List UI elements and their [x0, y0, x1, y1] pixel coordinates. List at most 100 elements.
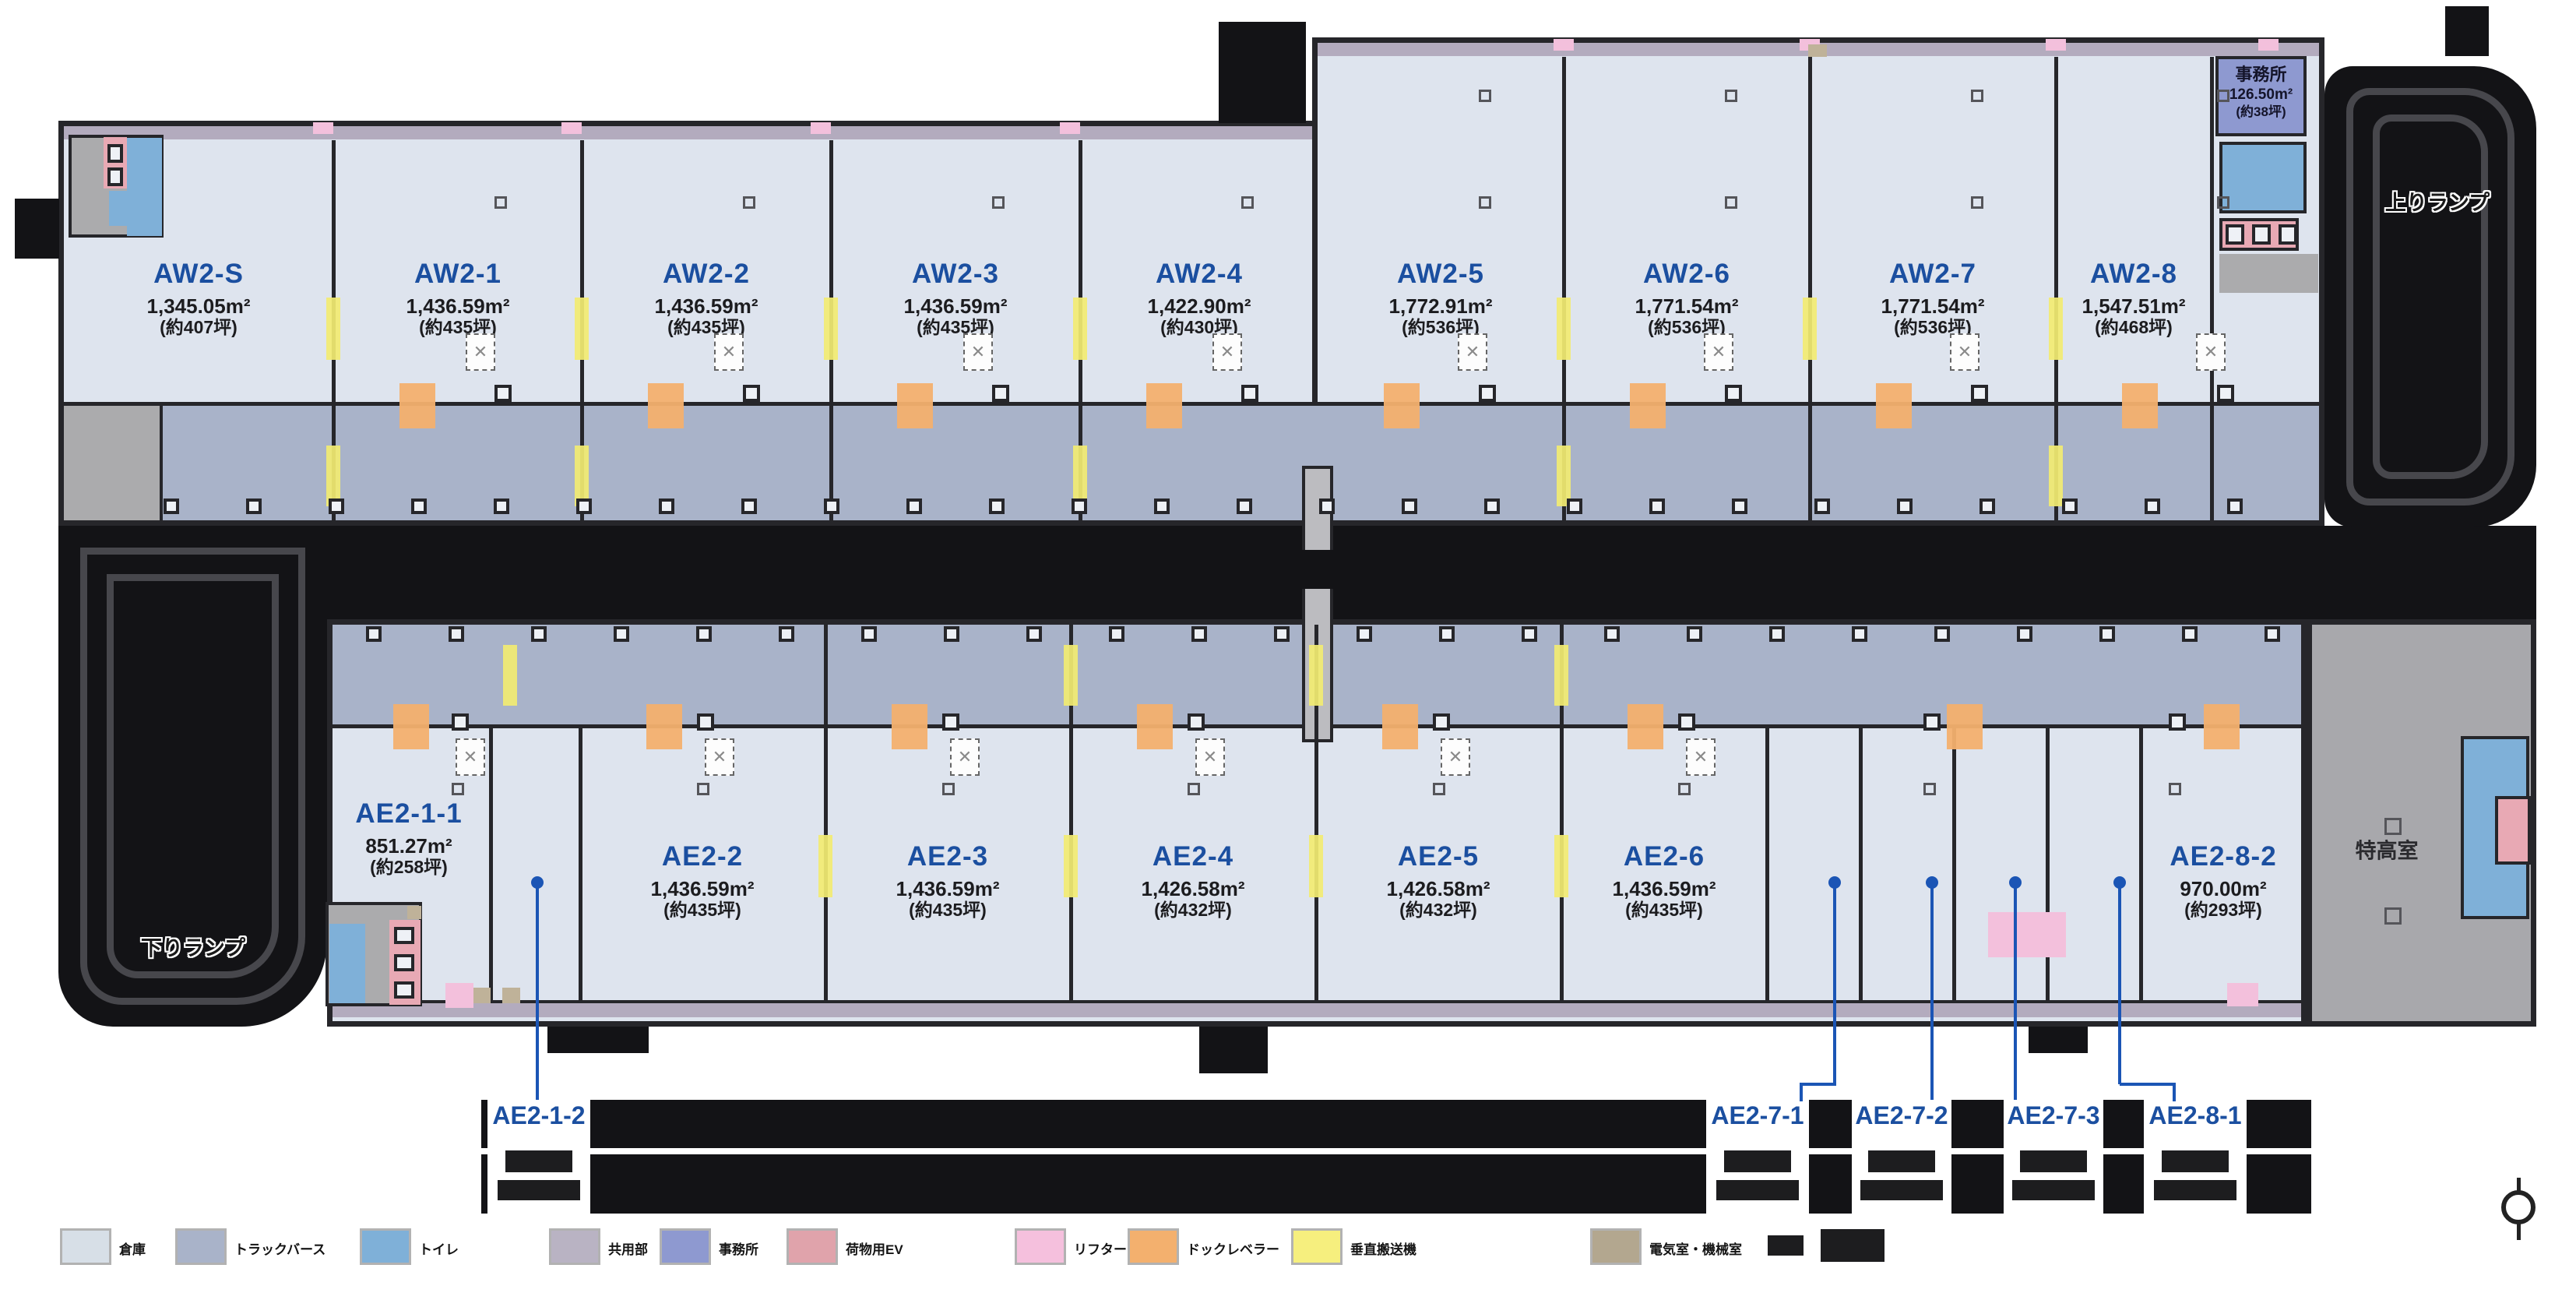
unit-area: 1,436.59m²	[406, 294, 510, 319]
unit-divider-wall	[1859, 728, 1863, 1000]
unit-area: 1,422.90m²	[1147, 294, 1251, 319]
vertical-conveyor	[1064, 645, 1078, 706]
floor-hatch: ✕	[963, 333, 993, 371]
ramp-label-down: 下りランプ	[140, 936, 246, 960]
elevator-room	[2495, 796, 2531, 865]
column-marker	[1188, 783, 1200, 795]
machine-room	[407, 906, 421, 919]
wall	[160, 406, 163, 520]
column	[531, 626, 547, 642]
callout-tsubo-blob	[2012, 1180, 2095, 1200]
callout-name: AE2-1-2	[492, 1101, 586, 1129]
column-marker	[1725, 196, 1737, 209]
column	[1852, 626, 1867, 642]
column-marker	[1678, 783, 1691, 795]
legend-label: 倉庫	[119, 1242, 146, 1257]
north-truck-berth	[64, 406, 2319, 520]
unit-area: 1,436.59m²	[896, 877, 1000, 901]
legend-swatch-office	[660, 1228, 711, 1265]
floor-hatch: ✕	[950, 738, 980, 776]
unit-name: AW2-1	[414, 259, 501, 289]
unit-label-ae2-8-2: AE2-8-2 970.00m² (約293坪)	[2170, 841, 2276, 921]
floor-hatch: ✕	[1458, 333, 1487, 371]
restroom	[109, 191, 144, 226]
column	[449, 626, 464, 642]
lifter-marker	[2046, 39, 2066, 51]
unit-divider-wall	[1765, 728, 1769, 1000]
unit-name: AW2-3	[912, 259, 999, 289]
column	[494, 385, 512, 402]
restroom	[329, 924, 365, 1003]
column	[1814, 499, 1830, 514]
stair-tower	[2445, 6, 2489, 56]
legend-label: 電気室・機械室	[1649, 1242, 1742, 1257]
office-tsubo: (約38坪)	[2236, 104, 2286, 120]
wall-band	[333, 1003, 2301, 1017]
room-label-tokko: 特高室	[2355, 839, 2419, 863]
legend-swatch-elevator	[787, 1228, 838, 1265]
callout-leader-dot	[2009, 876, 2022, 889]
down-ramp	[58, 526, 327, 1027]
dock-leveler	[1947, 704, 1983, 749]
callout-leader-line	[2014, 883, 2017, 1100]
column	[697, 713, 714, 731]
column	[1732, 499, 1747, 514]
utility-zone	[2307, 619, 2536, 1027]
dock-leveler	[1628, 704, 1663, 749]
vertical-conveyor	[1073, 446, 1087, 506]
column	[2017, 626, 2032, 642]
legend-label: 事務所	[719, 1242, 758, 1257]
unit-divider-wall	[1562, 57, 1566, 520]
column	[942, 713, 959, 731]
column-marker	[452, 783, 464, 795]
column	[779, 626, 794, 642]
callout-name: AE2-7-3	[2007, 1101, 2100, 1129]
callout-area-blob	[2020, 1150, 2087, 1172]
unit-divider-wall	[1560, 625, 1564, 1000]
column	[824, 499, 839, 514]
column	[1934, 626, 1950, 642]
column-marker	[1479, 90, 1491, 102]
unit-tsubo: (約258坪)	[370, 857, 448, 878]
restroom-core	[2219, 142, 2307, 213]
column	[1439, 626, 1455, 642]
unit-label-aw2-3: AW2-3 1,436.59m² (約435坪)	[904, 259, 1008, 338]
ramp-curve	[2346, 88, 2514, 506]
unit-tsubo: (約432坪)	[1399, 900, 1477, 921]
elevator-car	[394, 927, 414, 944]
unit-tsubo: (約407坪)	[160, 317, 238, 338]
column	[1274, 626, 1290, 642]
unit-label-ae2-6: AE2-6 1,436.59m² (約435坪)	[1613, 841, 1716, 921]
vertical-conveyor	[1309, 835, 1323, 897]
callout-leader-line	[2118, 883, 2121, 1084]
column	[1357, 626, 1372, 642]
unit-label-aw2-s: AW2-S 1,345.05m² (約407坪)	[147, 259, 251, 338]
column	[2145, 499, 2160, 514]
unit-area: 1,436.59m²	[650, 877, 755, 901]
vertical-conveyor	[326, 298, 340, 360]
stair-tower	[1219, 22, 1306, 123]
elevator-car	[2252, 224, 2271, 245]
lifter-marker	[1060, 122, 1080, 134]
callout-ae2-1-2: AE2-1-2	[487, 1097, 590, 1215]
column	[696, 626, 712, 642]
unit-divider-wall	[2139, 728, 2143, 1000]
column-marker	[1241, 196, 1254, 209]
column	[2169, 713, 2186, 731]
column	[1971, 385, 1988, 402]
column	[1923, 713, 1941, 731]
unit-divider-wall	[2054, 57, 2058, 520]
unit-area: 851.27m²	[365, 834, 452, 858]
callout-tsubo-blob	[498, 1180, 580, 1200]
wall-band	[64, 126, 1312, 139]
wall	[333, 1000, 2301, 1003]
column	[1604, 626, 1620, 642]
column-marker	[2384, 818, 2402, 835]
vertical-conveyor	[2049, 446, 2063, 506]
lifter-marker	[445, 983, 473, 1008]
elevator-car	[394, 954, 414, 971]
column	[1319, 499, 1335, 514]
column	[1522, 626, 1537, 642]
lifter-marker	[2258, 39, 2279, 51]
dock-leveler	[1137, 704, 1173, 749]
